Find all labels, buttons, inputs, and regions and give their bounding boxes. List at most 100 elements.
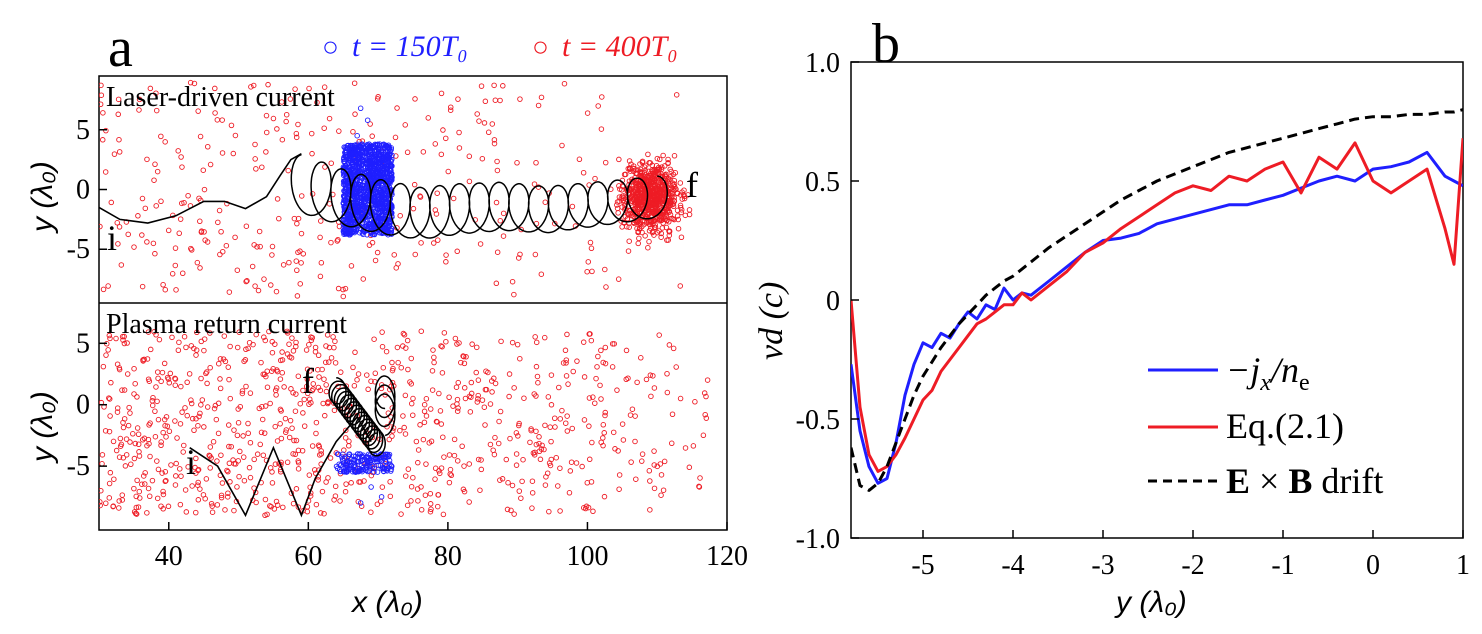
red-particle [479, 397, 486, 403]
red-particle [124, 340, 130, 346]
red-particle [675, 225, 682, 232]
red-particle [417, 422, 423, 428]
red-particle [600, 435, 606, 441]
red-particle [177, 501, 184, 508]
red-particle [355, 371, 362, 377]
red-particle [532, 251, 539, 258]
blue-particle [358, 212, 364, 219]
red-particle [664, 370, 670, 377]
red-particle [619, 204, 625, 210]
red-particle [290, 390, 296, 396]
red-particle [581, 374, 588, 380]
red-particle [140, 357, 146, 363]
red-particle [293, 130, 300, 137]
blue-particle [367, 147, 374, 153]
red-particle [212, 402, 219, 409]
red-particle [651, 167, 657, 174]
trajectory-loops [374, 375, 396, 437]
red-particle [518, 495, 524, 501]
red-particle [307, 368, 313, 374]
red-particle [279, 370, 286, 376]
red-particle [657, 189, 664, 196]
red-particle [667, 211, 674, 218]
blue-particle [371, 469, 377, 475]
red-particle [289, 335, 295, 341]
red-particle [159, 470, 165, 476]
red-particle [514, 341, 521, 348]
red-particle [222, 507, 228, 513]
red-particle [120, 455, 127, 461]
red-particle [163, 477, 169, 484]
red-particle [586, 423, 592, 429]
red-particle [560, 360, 567, 366]
red-particle [197, 410, 203, 417]
red-particle [158, 198, 164, 205]
red-particle [318, 448, 324, 454]
red-particle [189, 483, 195, 489]
red-particle [224, 467, 230, 474]
red-particle [261, 334, 267, 340]
red-particle [393, 153, 399, 159]
red-particle [506, 393, 512, 400]
red-particle [116, 224, 123, 230]
red-particle [342, 435, 349, 441]
red-particle [626, 220, 632, 226]
red-particle [564, 331, 570, 338]
blue-particle [358, 155, 365, 161]
red-particle [218, 494, 225, 501]
red-particle [277, 421, 283, 427]
red-particle [164, 423, 171, 429]
x-tick-label: -3 [1091, 550, 1114, 581]
red-particle [452, 335, 459, 342]
red-particle [126, 404, 132, 411]
blue-particle [380, 178, 387, 185]
red-particle [308, 337, 315, 344]
red-particle [509, 339, 516, 346]
red-particle [173, 460, 179, 467]
red-particle [295, 458, 301, 464]
red-particle [646, 238, 652, 245]
red-particle [469, 341, 475, 347]
red-particle [598, 126, 605, 132]
red-particle [351, 383, 358, 389]
red-particle [686, 464, 693, 471]
red-particle [392, 134, 399, 141]
red-particle [193, 415, 199, 422]
red-particle [641, 164, 648, 170]
red-particle [658, 472, 665, 478]
red-particle [241, 477, 248, 484]
red-particle [497, 408, 504, 415]
blue-particle [367, 181, 374, 188]
red-particle [236, 329, 242, 335]
red-particle [149, 402, 156, 409]
red-particle [637, 161, 643, 167]
red-particle [468, 390, 475, 397]
red-particle [99, 223, 103, 230]
red-particle [127, 410, 133, 416]
blue-particle [347, 215, 353, 222]
red-particle [594, 364, 600, 370]
y-tick-label: -5 [67, 451, 90, 482]
red-particle [153, 203, 159, 209]
red-particle [635, 240, 641, 247]
red-particle [629, 191, 636, 198]
red-particle [589, 439, 595, 446]
red-particle [429, 368, 436, 374]
red-particle [652, 194, 658, 201]
red-particle [326, 344, 333, 351]
red-particle [283, 118, 289, 125]
red-particle [136, 107, 142, 113]
series-line [851, 108, 1463, 492]
red-particle [404, 149, 411, 156]
red-particle [234, 267, 241, 273]
red-particle [154, 369, 161, 375]
red-particle [615, 210, 621, 216]
red-particle [293, 343, 299, 350]
red-particle [666, 342, 673, 348]
blue-particle [386, 152, 393, 158]
blue-particle [383, 195, 389, 202]
red-particle [434, 190, 440, 196]
red-particle [185, 192, 191, 199]
red-particle [105, 283, 111, 289]
red-particle [167, 370, 174, 377]
